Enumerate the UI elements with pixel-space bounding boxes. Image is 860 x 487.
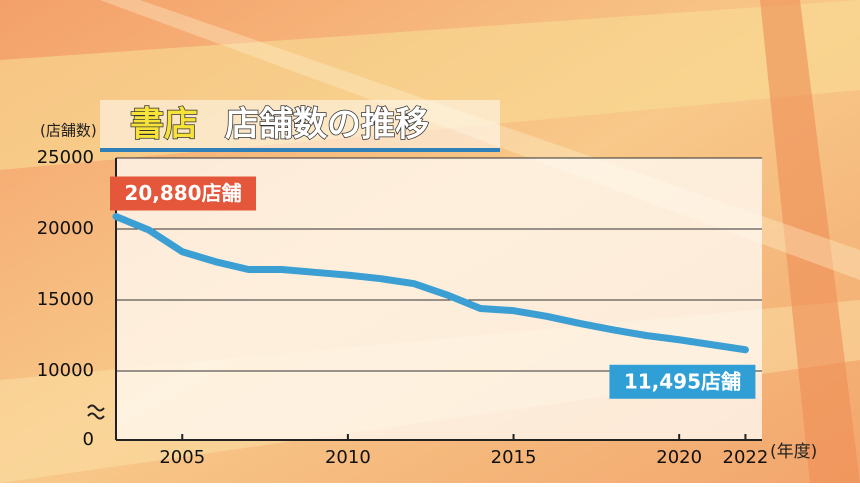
axis-break <box>87 404 105 420</box>
x-tick-label: 2010 <box>325 447 371 468</box>
y-tick-label: 25000 <box>37 147 94 168</box>
x-tick-label: 2015 <box>491 447 537 468</box>
y-tick-label: 10000 <box>37 360 94 381</box>
x-tick-label: 2022 <box>723 447 769 468</box>
title-bar <box>100 100 500 150</box>
y-tick-label: 15000 <box>37 289 94 310</box>
y-axis-label: (店舗数) <box>40 122 97 140</box>
value-label-box <box>609 364 756 399</box>
chart-title: 店舗数の推移 <box>225 105 429 145</box>
title-highlight: 書店 <box>130 105 198 145</box>
value-label-box <box>110 176 256 211</box>
value-label: 11,495店舗 <box>624 369 741 393</box>
data-line <box>112 213 749 354</box>
band <box>760 0 860 483</box>
x-axis-label: (年度) <box>770 442 817 462</box>
y-tick-label: 20000 <box>37 218 94 239</box>
x-tick-label: 2005 <box>159 447 205 468</box>
x-tick-label: 2020 <box>656 447 702 468</box>
value-label: 20,880店舗 <box>124 181 241 205</box>
y-tick-label: 0 <box>83 429 94 450</box>
